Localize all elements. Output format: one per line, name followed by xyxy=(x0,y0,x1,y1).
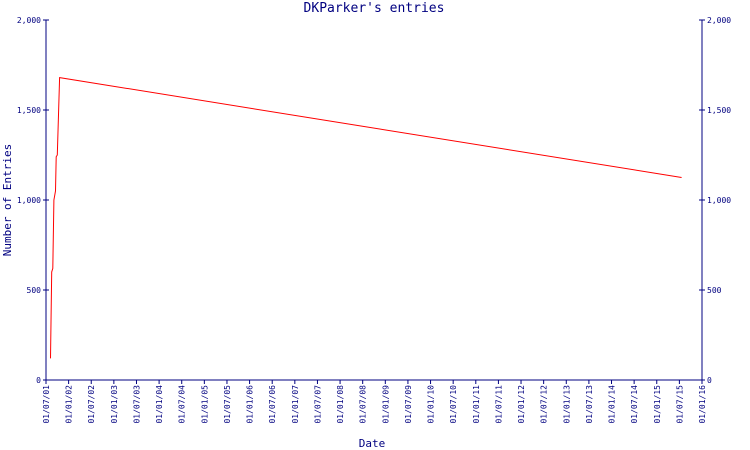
x-tick-label: 01/07/06 xyxy=(268,385,277,424)
y-tick-label-right: 1,000 xyxy=(707,196,731,205)
x-tick-label: 01/01/15 xyxy=(653,385,662,424)
axes xyxy=(45,20,703,381)
series-line-0 xyxy=(50,77,682,359)
x-tick-label: 01/07/05 xyxy=(223,385,232,424)
x-tick-label: 01/01/05 xyxy=(200,385,209,424)
x-tick-label: 01/07/09 xyxy=(404,385,413,424)
x-tick-label: 01/01/09 xyxy=(381,385,390,424)
x-tick-label: 01/01/08 xyxy=(336,385,345,424)
x-tick-label: 01/07/04 xyxy=(178,385,187,424)
y-tick-label-right: 500 xyxy=(707,286,722,295)
x-tick-label: 01/07/14 xyxy=(630,385,639,424)
x-tick-label: 01/07/12 xyxy=(540,385,549,424)
x-tick-label: 01/01/16 xyxy=(698,385,707,424)
x-tick-label: 01/01/10 xyxy=(427,385,436,424)
x-tick-label: 01/07/13 xyxy=(585,385,594,424)
x-tick-label: 01/01/13 xyxy=(562,385,571,424)
chart-title: DKParker's entries xyxy=(304,1,445,16)
x-tick-label: 01/01/02 xyxy=(65,385,74,424)
series xyxy=(50,77,682,359)
x-tick-label: 01/01/04 xyxy=(155,385,164,424)
x-axis-label: Date xyxy=(359,437,386,450)
x-tick-label: 01/01/03 xyxy=(110,385,119,424)
y-tick-label-left: 2,000 xyxy=(17,16,41,25)
y-tick-label-left: 500 xyxy=(27,286,42,295)
ticks: 0 0 500 500 1,000 1,000 1,500 1,500 2,000 2,000 01… xyxy=(17,16,731,424)
y-tick-label-left: 0 xyxy=(36,376,41,385)
x-tick-label: 01/07/07 xyxy=(313,385,322,424)
y-axis-label: Number of Entries xyxy=(1,144,14,257)
x-tick-label: 01/01/14 xyxy=(608,385,617,424)
x-tick-label: 01/01/06 xyxy=(246,385,255,424)
x-tick-label: 01/07/10 xyxy=(449,385,458,424)
y-tick-label-right: 0 xyxy=(707,376,712,385)
y-tick-label-right: 2,000 xyxy=(707,16,731,25)
x-tick-label: 01/01/12 xyxy=(517,385,526,424)
x-tick-label: 01/01/07 xyxy=(291,385,300,424)
x-tick-label: 01/07/08 xyxy=(359,385,368,424)
x-tick-label: 01/07/02 xyxy=(87,385,96,424)
y-tick-label-left: 1,500 xyxy=(17,106,41,115)
y-tick-label-left: 1,000 xyxy=(17,196,41,205)
x-tick-label: 01/07/11 xyxy=(494,385,503,424)
x-tick-label: 01/07/15 xyxy=(675,385,684,424)
x-tick-label: 01/01/11 xyxy=(472,385,481,424)
x-tick-label: 01/07/01 xyxy=(42,385,51,424)
y-tick-label-right: 1,500 xyxy=(707,106,731,115)
x-tick-label: 01/07/03 xyxy=(132,385,141,424)
